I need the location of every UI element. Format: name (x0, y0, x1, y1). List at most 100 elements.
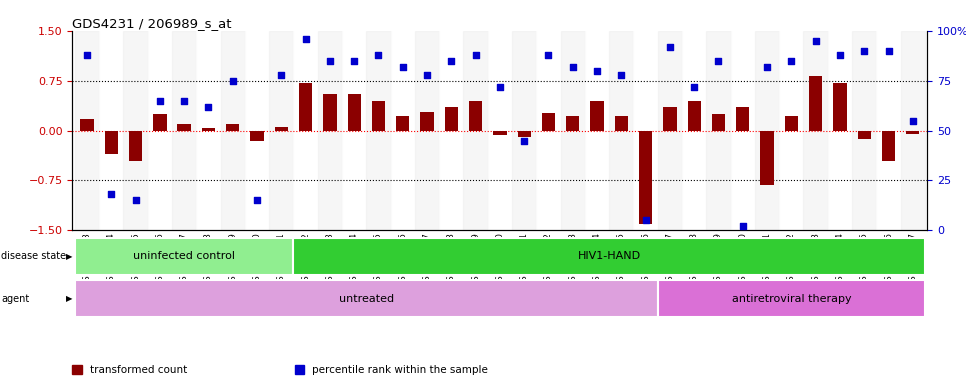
Bar (566, 116, 580, 131)
Point (468, 51, 483, 58)
Bar (245, 31, 270, 230)
Bar (900, 31, 924, 230)
Text: percentile rank within the sample: percentile rank within the sample (312, 365, 488, 375)
Point (298, 36, 313, 42)
Bar (390, 31, 415, 230)
Point (249, 197, 265, 204)
Bar (494, 131, 506, 135)
Text: untreated: untreated (339, 293, 394, 304)
Bar (75, 280, 658, 317)
Bar (634, 31, 658, 230)
Bar (754, 31, 780, 230)
Point (881, 48, 896, 54)
Bar (664, 107, 676, 131)
Bar (658, 280, 924, 317)
Bar (512, 31, 536, 230)
Point (735, 223, 751, 230)
Bar (220, 31, 245, 230)
Bar (104, 131, 118, 154)
Point (128, 197, 143, 204)
Point (662, 44, 677, 50)
Point (153, 98, 168, 104)
Bar (80, 119, 94, 131)
Point (638, 217, 653, 223)
Bar (536, 31, 560, 230)
Point (419, 71, 435, 78)
Bar (348, 94, 361, 131)
Bar (828, 31, 852, 230)
Bar (876, 31, 900, 230)
Bar (614, 116, 628, 131)
Bar (415, 31, 440, 230)
Bar (324, 94, 336, 131)
Bar (469, 101, 482, 131)
Bar (420, 112, 434, 131)
Bar (542, 113, 555, 131)
Bar (294, 238, 924, 275)
Point (711, 58, 726, 64)
Bar (298, 83, 312, 131)
Text: ▶: ▶ (66, 294, 72, 303)
Bar (584, 31, 610, 230)
Text: GDS4231 / 206989_s_at: GDS4231 / 206989_s_at (72, 17, 232, 30)
Bar (658, 31, 682, 230)
Point (565, 64, 581, 70)
Bar (730, 31, 754, 230)
Bar (270, 31, 294, 230)
Point (541, 51, 556, 58)
Bar (444, 107, 458, 131)
Point (589, 68, 605, 74)
Text: HIV1-HAND: HIV1-HAND (578, 251, 640, 262)
Point (273, 71, 289, 78)
Text: antiretroviral therapy: antiretroviral therapy (731, 293, 851, 304)
Bar (99, 31, 124, 230)
Bar (128, 131, 142, 161)
Text: disease state: disease state (1, 251, 66, 262)
Text: agent: agent (1, 293, 29, 304)
Bar (804, 31, 828, 230)
Bar (396, 116, 410, 131)
Bar (274, 127, 288, 131)
Text: uninfected control: uninfected control (133, 251, 235, 262)
Point (177, 98, 192, 104)
Point (857, 48, 872, 54)
Bar (148, 31, 172, 230)
Point (79, 51, 95, 58)
Bar (318, 31, 342, 230)
Point (832, 51, 847, 58)
Bar (172, 31, 196, 230)
Point (783, 58, 799, 64)
Bar (852, 31, 876, 230)
Point (371, 51, 386, 58)
Point (347, 58, 362, 64)
Point (323, 58, 338, 64)
Bar (760, 131, 774, 185)
Text: transformed count: transformed count (90, 365, 187, 375)
Bar (366, 31, 390, 230)
Bar (464, 31, 488, 230)
Point (759, 64, 775, 70)
Bar (560, 31, 584, 230)
Bar (858, 131, 871, 139)
Bar (882, 131, 895, 161)
Bar (75, 31, 99, 230)
Point (687, 84, 702, 90)
Point (443, 58, 459, 64)
Bar (682, 31, 706, 230)
Bar (372, 101, 385, 131)
Point (225, 78, 241, 84)
Point (517, 137, 532, 144)
Point (905, 118, 921, 124)
Bar (294, 31, 318, 230)
Bar (488, 31, 512, 230)
Bar (342, 31, 366, 230)
Point (493, 84, 508, 90)
Bar (639, 131, 652, 224)
Bar (518, 131, 531, 137)
Bar (688, 101, 701, 131)
Point (201, 104, 216, 110)
Bar (712, 114, 725, 131)
Bar (196, 31, 220, 230)
Bar (75, 238, 294, 275)
Bar (124, 31, 148, 230)
